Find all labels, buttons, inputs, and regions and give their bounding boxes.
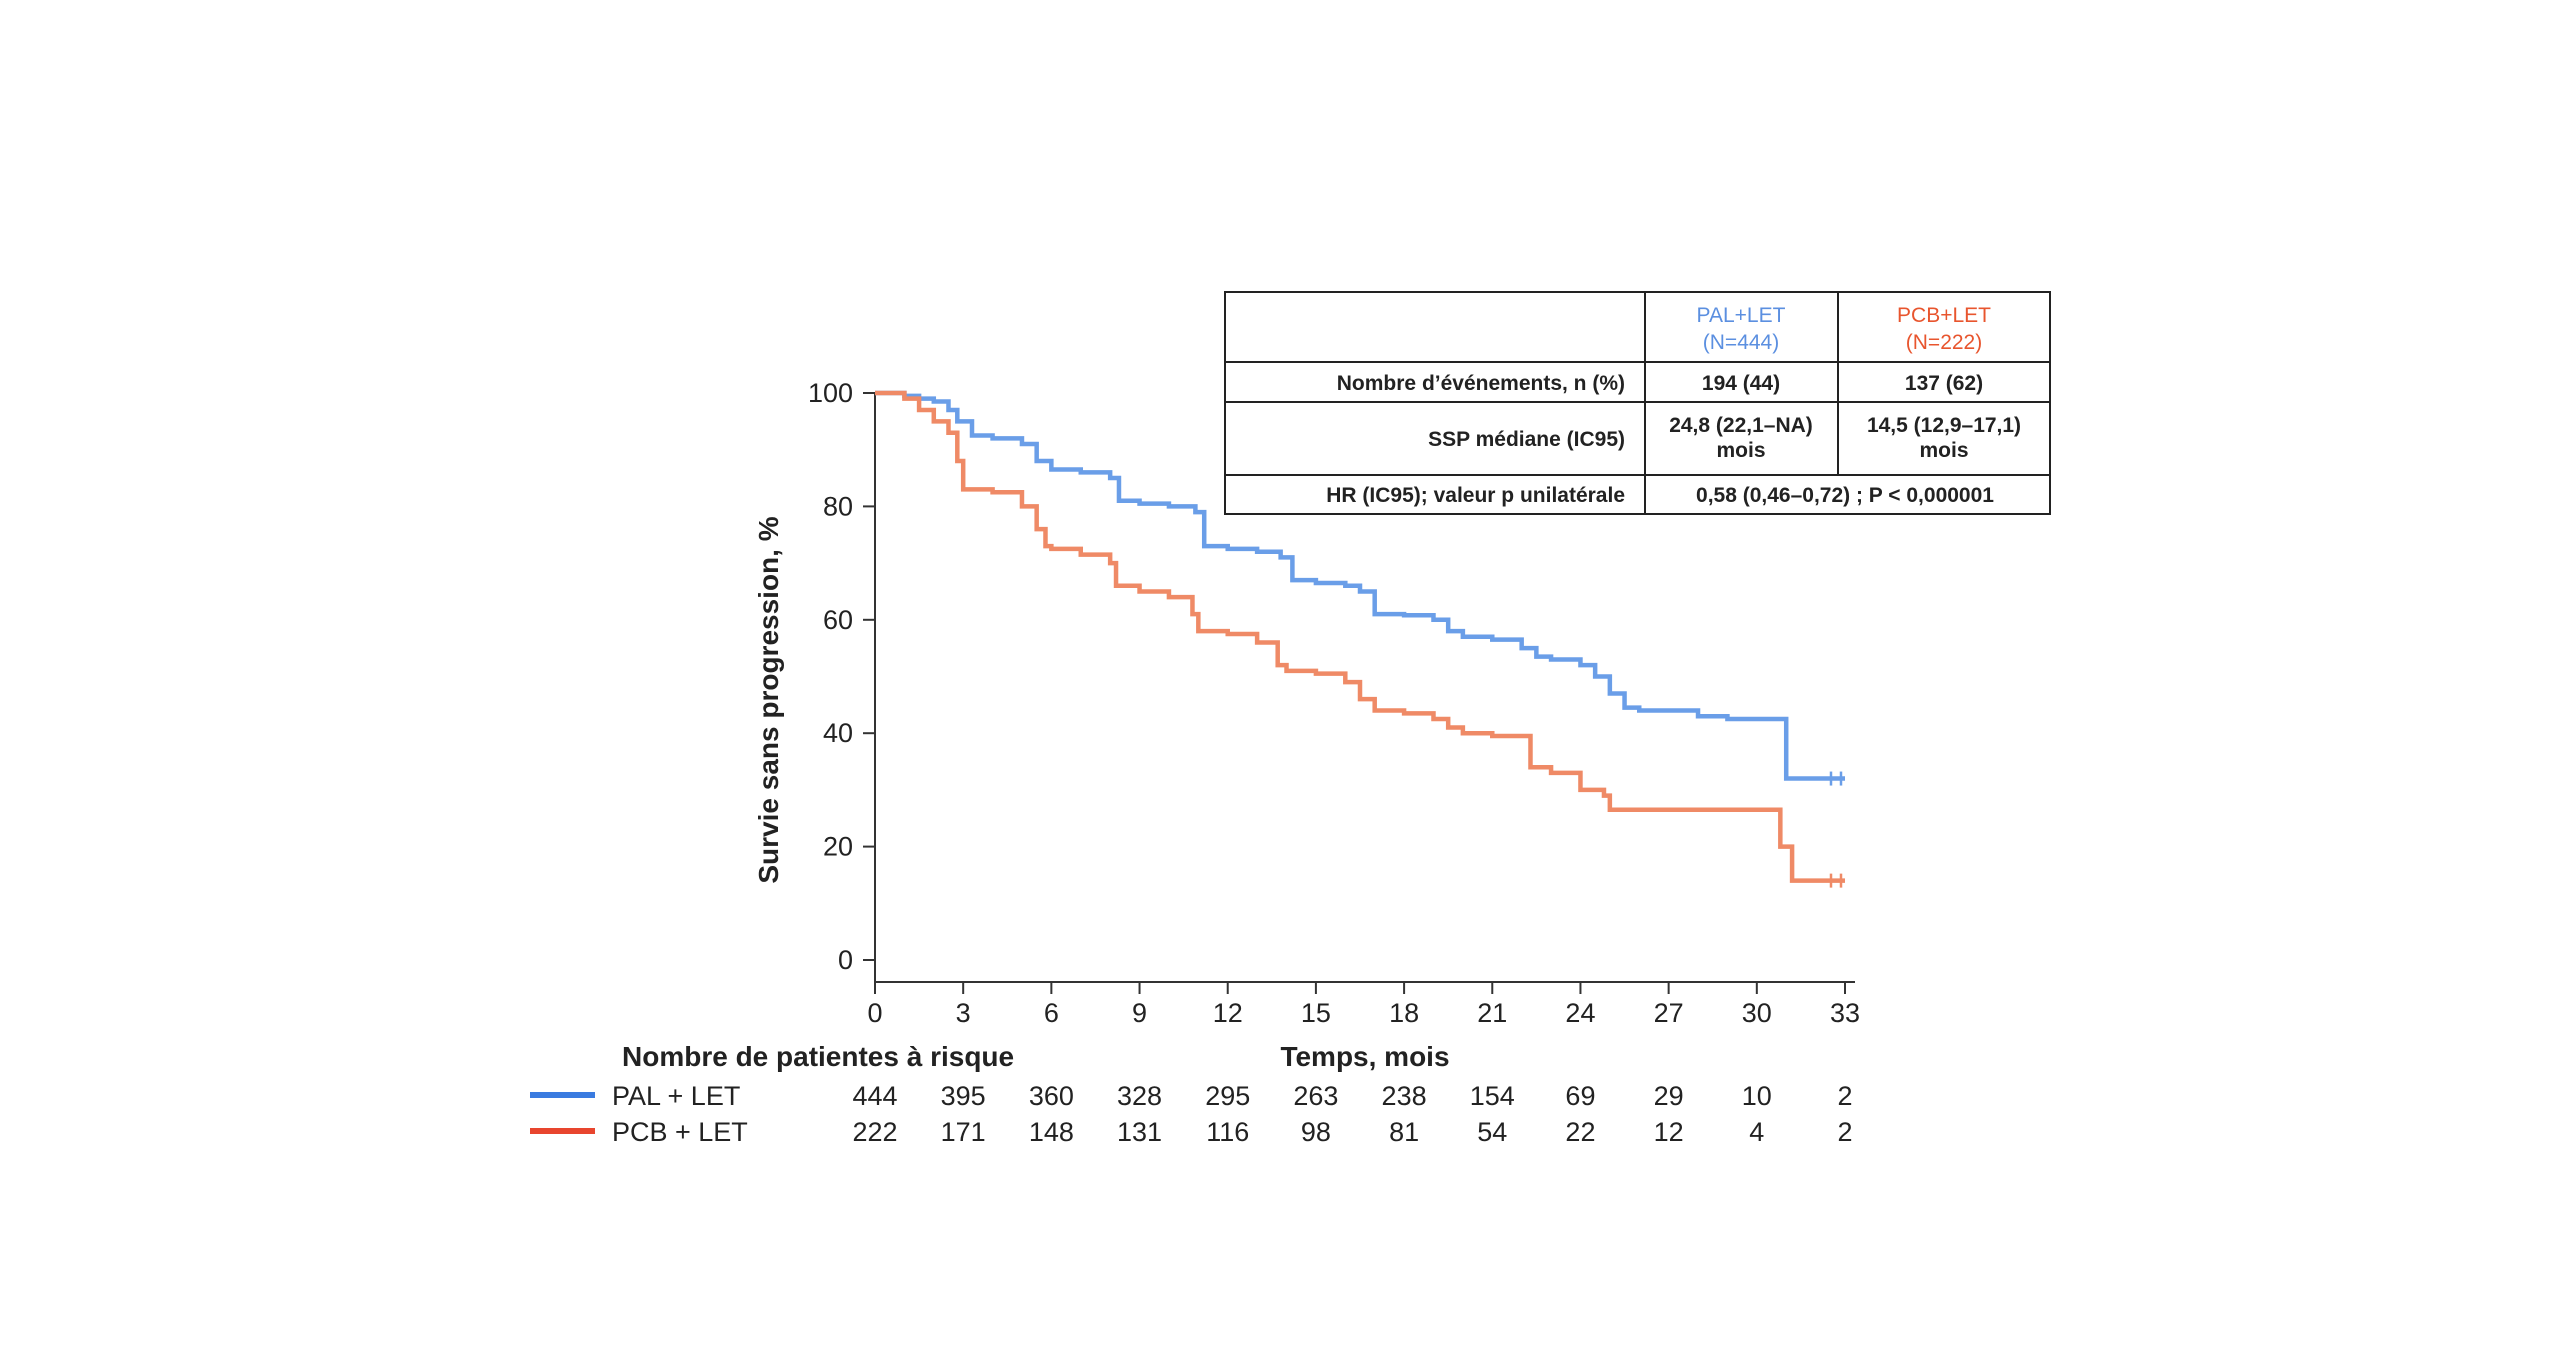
row2-pal-line2: mois bbox=[1716, 439, 1765, 462]
y-tick-label: 100 bbox=[808, 378, 853, 408]
y-ticks: 0 20 40 60 80 100 bbox=[808, 378, 875, 975]
risk-value: 131 bbox=[1117, 1117, 1162, 1147]
risk-value: 154 bbox=[1470, 1081, 1515, 1111]
risk-value: 328 bbox=[1117, 1081, 1162, 1111]
risk-value: 360 bbox=[1029, 1081, 1074, 1111]
x-tick-label: 3 bbox=[956, 998, 971, 1028]
risk-value: 22 bbox=[1565, 1117, 1595, 1147]
risk-table: Nombre de patientes à risque PAL + LET P… bbox=[530, 1041, 1853, 1147]
risk-value: 4 bbox=[1749, 1117, 1764, 1147]
x-tick-label: 33 bbox=[1830, 998, 1860, 1028]
risk-value: 98 bbox=[1301, 1117, 1331, 1147]
x-tick-label: 0 bbox=[867, 998, 882, 1028]
x-tick-label: 24 bbox=[1565, 998, 1595, 1028]
risk-value: 29 bbox=[1654, 1081, 1684, 1111]
x-ticks: 0 3 6 9 12 15 18 21 24 27 30 33 bbox=[867, 982, 1860, 1028]
x-tick-label: 15 bbox=[1301, 998, 1331, 1028]
x-tick-label: 6 bbox=[1044, 998, 1059, 1028]
risk-value: 238 bbox=[1382, 1081, 1427, 1111]
header-pal-line2: (N=444) bbox=[1703, 331, 1779, 354]
risk-value: 2 bbox=[1837, 1117, 1852, 1147]
risk-table-title: Nombre de patientes à risque bbox=[622, 1041, 1014, 1072]
y-tick-label: 0 bbox=[838, 945, 853, 975]
y-axis-title: Survie sans progression, % bbox=[753, 516, 784, 883]
risk-value: 148 bbox=[1029, 1117, 1074, 1147]
risk-value: 444 bbox=[852, 1081, 897, 1111]
risk-value: 54 bbox=[1477, 1117, 1507, 1147]
header-pal-line1: PAL+LET bbox=[1697, 304, 1786, 327]
risk-value: 10 bbox=[1742, 1081, 1772, 1111]
row2-pal-line1: 24,8 (22,1–NA) bbox=[1669, 414, 1813, 437]
x-tick-label: 18 bbox=[1389, 998, 1419, 1028]
risk-value: 263 bbox=[1293, 1081, 1338, 1111]
risk-value: 12 bbox=[1654, 1117, 1684, 1147]
row1-label: Nombre d’événements, n (%) bbox=[1337, 372, 1625, 395]
header-pcb-line2: (N=222) bbox=[1906, 331, 1982, 354]
y-tick-label: 80 bbox=[823, 491, 853, 521]
risk-value: 171 bbox=[941, 1117, 986, 1147]
risk-value: 2 bbox=[1837, 1081, 1852, 1111]
header-pcb-line1: PCB+LET bbox=[1897, 304, 1991, 327]
x-axis-title: Temps, mois bbox=[1280, 1041, 1449, 1072]
row2-label: SSP médiane (IC95) bbox=[1428, 428, 1625, 451]
y-tick-label: 40 bbox=[823, 718, 853, 748]
risk-value: 116 bbox=[1206, 1117, 1249, 1147]
row1-pcb: 137 (62) bbox=[1905, 372, 1983, 395]
risk-value: 222 bbox=[852, 1117, 897, 1147]
x-tick-label: 9 bbox=[1132, 998, 1147, 1028]
y-tick-label: 20 bbox=[823, 832, 853, 862]
risk-value: 81 bbox=[1389, 1117, 1419, 1147]
legend-label-pcb: PCB + LET bbox=[612, 1117, 748, 1147]
risk-value: 295 bbox=[1205, 1081, 1250, 1111]
series-line-pal-let bbox=[875, 390, 1845, 781]
x-tick-label: 30 bbox=[1742, 998, 1772, 1028]
risk-value: 395 bbox=[941, 1081, 986, 1111]
stats-table: PAL+LET (N=444) PCB+LET (N=222) Nombre d… bbox=[1224, 291, 2051, 515]
curves bbox=[875, 390, 1845, 888]
risk-value: 69 bbox=[1565, 1081, 1595, 1111]
x-tick-label: 12 bbox=[1213, 998, 1243, 1028]
row2-pcb-line1: 14,5 (12,9–17,1) bbox=[1867, 414, 2021, 437]
series-line-pcb-let bbox=[875, 390, 1845, 883]
legend-label-pal: PAL + LET bbox=[612, 1081, 740, 1111]
row3-label: HR (IC95); valeur p unilatérale bbox=[1326, 484, 1625, 507]
x-tick-label: 21 bbox=[1477, 998, 1507, 1028]
row2-pcb-line2: mois bbox=[1919, 439, 1968, 462]
y-tick-label: 60 bbox=[823, 605, 853, 635]
row3-value: 0,58 (0,46–0,72) ; P < 0,000001 bbox=[1696, 484, 1994, 507]
x-tick-label: 27 bbox=[1654, 998, 1684, 1028]
row1-pal: 194 (44) bbox=[1702, 372, 1780, 395]
